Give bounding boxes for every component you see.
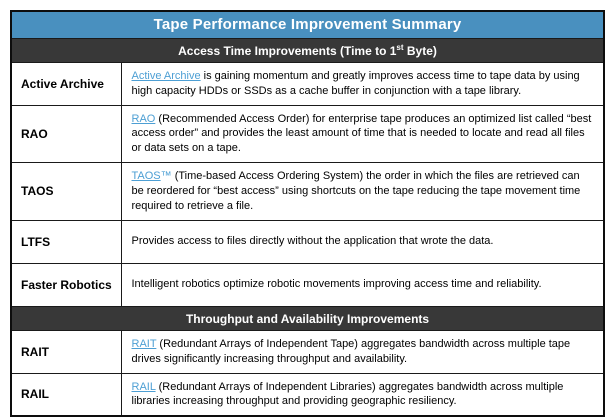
row-description-text: (Time-based Access Ordering System) the … [131, 170, 581, 212]
row-description-text: (Redundant Arrays of Independent Librari… [131, 380, 564, 408]
row-description-text: Provides access to files directly withou… [131, 235, 494, 248]
section-heading: Access Time Improvements (Time to 1st By… [10, 37, 605, 63]
table-row: RAO RAO (Recommended Access Order) for e… [10, 104, 605, 164]
table-row: Active Archive Active Archive is gaining… [10, 61, 605, 106]
term-link[interactable]: RAIL [131, 380, 156, 393]
table-body: Tape Performance Improvement Summary Acc… [10, 10, 605, 417]
section-heading-text-tail: Byte) [403, 43, 437, 58]
table-row: LTFS Provides access to files directly w… [10, 219, 605, 264]
term-link[interactable]: RAO [131, 112, 156, 125]
row-description-text: (Redundant Arrays of Independent Tape) a… [131, 337, 571, 365]
table-row: RAIT RAIT (Redundant Arrays of Independe… [10, 329, 605, 374]
row-description: RAIL (Redundant Arrays of Independent Li… [120, 372, 605, 417]
page: Tape Performance Improvement Summary Acc… [10, 10, 606, 417]
row-description: TAOS™ (Time-based Access Ordering System… [120, 162, 605, 221]
section-header-row: Throughput and Availability Improvements [10, 305, 605, 331]
tape-performance-table: Tape Performance Improvement Summary Acc… [10, 10, 606, 417]
section-heading-text: Access Time Improvements (Time to 1 [178, 43, 397, 58]
row-description: Intelligent robotics optimize robotic mo… [120, 262, 605, 307]
row-description-text: is gaining momentum and greatly improves… [131, 69, 580, 97]
row-description: Provides access to files directly withou… [120, 219, 605, 264]
title-row: Tape Performance Improvement Summary [10, 10, 605, 39]
section-heading-superscript: st [396, 42, 404, 52]
row-description: RAIT (Redundant Arrays of Independent Ta… [120, 329, 605, 374]
page-title: Tape Performance Improvement Summary [10, 10, 605, 39]
row-term-label: TAOS [10, 162, 122, 221]
trademark-symbol: ™ [160, 170, 172, 183]
section-heading-text: Throughput and Availability Improvements [185, 311, 430, 326]
row-term-label: LTFS [10, 219, 122, 264]
term-link[interactable]: RAIT [131, 337, 157, 350]
row-term-label: RAIL [10, 372, 122, 417]
row-term-label: Faster Robotics [10, 262, 122, 307]
row-description-text: (Recommended Access Order) for enterpris… [131, 112, 592, 155]
section-heading: Throughput and Availability Improvements [10, 305, 605, 331]
section-header-row: Access Time Improvements (Time to 1st By… [10, 37, 605, 63]
row-term-label: RAO [10, 104, 122, 164]
table-row: TAOS TAOS™ (Time-based Access Ordering S… [10, 162, 605, 221]
term-link[interactable]: TAOS [131, 170, 161, 183]
row-description: Active Archive is gaining momentum and g… [120, 61, 605, 106]
table-row: RAIL RAIL (Redundant Arrays of Independe… [10, 372, 605, 417]
row-description-text: Intelligent robotics optimize robotic mo… [131, 278, 542, 291]
row-description: RAO (Recommended Access Order) for enter… [120, 104, 605, 164]
term-link[interactable]: Active Archive [131, 69, 201, 82]
row-term-label: Active Archive [10, 61, 122, 106]
row-term-label: RAIT [10, 329, 122, 374]
table-row: Faster Robotics Intelligent robotics opt… [10, 262, 605, 307]
